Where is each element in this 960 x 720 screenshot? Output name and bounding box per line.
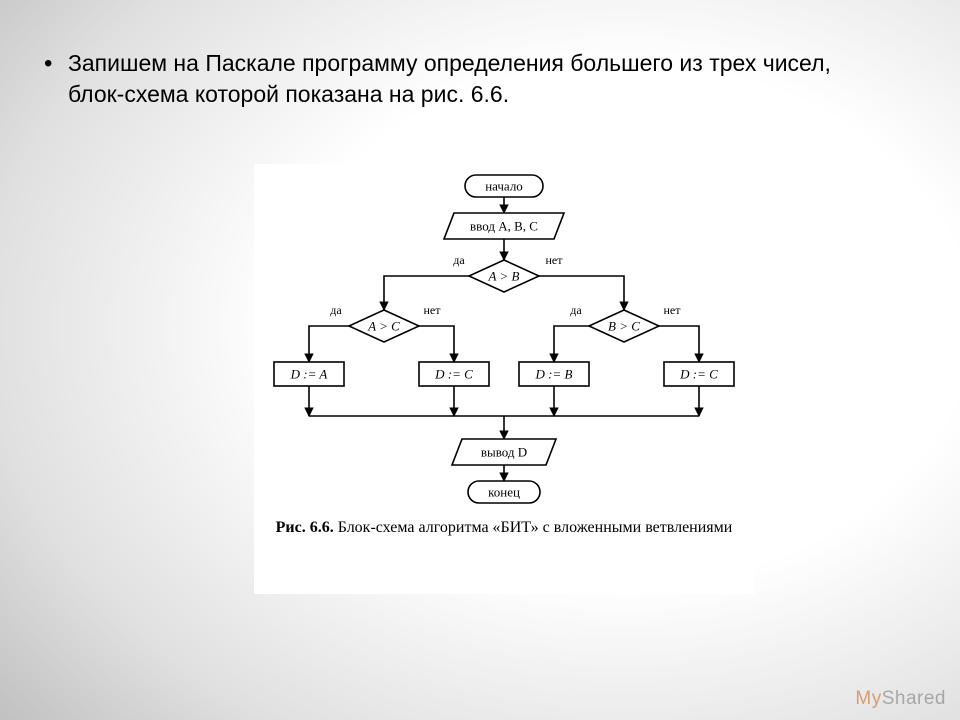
slide: Запишем на Паскале программу определения… bbox=[0, 0, 960, 720]
node-label-start: начало bbox=[485, 179, 523, 194]
edge-label: нет bbox=[424, 303, 442, 317]
edge-label: да bbox=[570, 303, 582, 317]
node-label-p_db: D := B bbox=[535, 367, 573, 382]
node-label-output: вывод D bbox=[481, 445, 527, 460]
edge-label: да bbox=[330, 303, 342, 317]
node-label-end: конец bbox=[488, 485, 520, 500]
nodes: начало ввод A, B, C A > B A > C B > C D := A D… bbox=[274, 175, 734, 503]
figure-caption: Рис. 6.6. Блок-схема алгоритма «БИТ» с в… bbox=[254, 514, 754, 549]
figure-container: да нет да нет да нет начало ввод A, B, C A > B A … bbox=[254, 164, 754, 594]
edge-label: да bbox=[453, 253, 465, 267]
edge bbox=[309, 326, 349, 362]
node-label-p_dc2: D := C bbox=[679, 367, 718, 382]
node-label-d_ac: A > C bbox=[367, 319, 400, 334]
node-label-d_ab: A > B bbox=[488, 269, 520, 284]
node-label-p_dc1: D := C bbox=[434, 367, 473, 382]
edge bbox=[659, 326, 699, 362]
watermark-rest: Shared bbox=[882, 688, 946, 709]
node-label-p_da: D := A bbox=[290, 367, 328, 382]
watermark: MyShared bbox=[855, 688, 946, 710]
edge bbox=[554, 326, 589, 362]
edge bbox=[419, 326, 454, 362]
edge-label: нет bbox=[664, 303, 682, 317]
node-label-d_bc: B > C bbox=[608, 319, 640, 334]
caption-rest: Блок-схема алгоритма «БИТ» с вложенными … bbox=[334, 519, 733, 536]
node-label-input: ввод A, B, C bbox=[470, 219, 538, 234]
edge-label: нет bbox=[546, 253, 564, 267]
flowchart-svg: да нет да нет да нет начало ввод A, B, C A > B A … bbox=[254, 164, 754, 514]
bullet-text: Запишем на Паскале программу определения… bbox=[68, 48, 888, 110]
caption-bold: Рис. 6.6. bbox=[276, 519, 334, 536]
watermark-my: My bbox=[855, 688, 881, 709]
